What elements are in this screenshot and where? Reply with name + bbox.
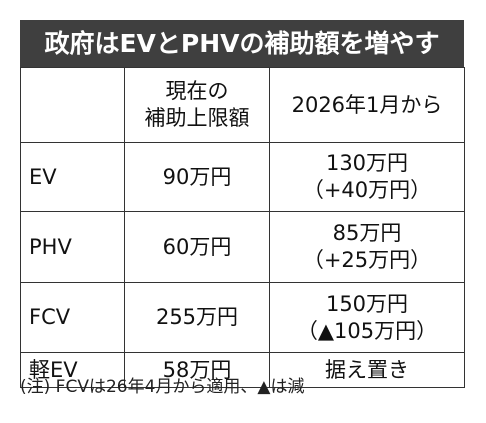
subsidy-table: 現在の 補助上限額 2026年1月から EV 90万円 130万円 （+40万円… bbox=[20, 67, 465, 388]
current-limit-cell: 255万円 bbox=[124, 282, 270, 353]
page-title: 政府はEVとPHVの補助額を増やす bbox=[20, 20, 464, 67]
future-change: （+25万円） bbox=[302, 248, 432, 272]
future-change: （+40万円） bbox=[302, 178, 432, 202]
future-amount: 150万円 bbox=[325, 291, 409, 316]
header-corner-cell bbox=[20, 67, 125, 143]
table-row: EV 90万円 130万円 （+40万円） bbox=[20, 142, 465, 212]
future-amount: 85万円 bbox=[332, 221, 402, 245]
future-amount-cell: 据え置き bbox=[269, 352, 465, 388]
table-row: PHV 60万円 85万円 （+25万円） bbox=[20, 211, 465, 283]
vehicle-type-cell: PHV bbox=[20, 211, 125, 283]
current-limit-cell: 90万円 bbox=[124, 142, 270, 212]
header-from-2026: 2026年1月から bbox=[269, 67, 465, 143]
vehicle-type-cell: FCV bbox=[20, 282, 125, 353]
future-amount-cell: 150万円 （▲105万円） bbox=[269, 282, 465, 353]
future-amount: 130万円 bbox=[325, 151, 409, 175]
footnote: (注) FCVは26年4月から適用、▲は減 bbox=[20, 377, 305, 397]
table-row: 軽EV 58万円 据え置き bbox=[20, 352, 465, 388]
header-current-limit: 現在の 補助上限額 bbox=[124, 67, 270, 143]
vehicle-type-cell: EV bbox=[20, 142, 125, 212]
future-amount-cell: 85万円 （+25万円） bbox=[269, 211, 465, 283]
table-header-row: 現在の 補助上限額 2026年1月から bbox=[20, 67, 465, 143]
header-current-line1: 現在の bbox=[165, 79, 229, 103]
current-limit-cell: 58万円 bbox=[124, 352, 270, 388]
vehicle-type-cell: 軽EV bbox=[20, 352, 125, 388]
table-row: FCV 255万円 150万円 （▲105万円） bbox=[20, 282, 465, 353]
future-amount-cell: 130万円 （+40万円） bbox=[269, 142, 465, 212]
future-change: （▲105万円） bbox=[296, 318, 438, 343]
current-limit-cell: 60万円 bbox=[124, 211, 270, 283]
header-current-line2: 補助上限額 bbox=[144, 106, 250, 130]
